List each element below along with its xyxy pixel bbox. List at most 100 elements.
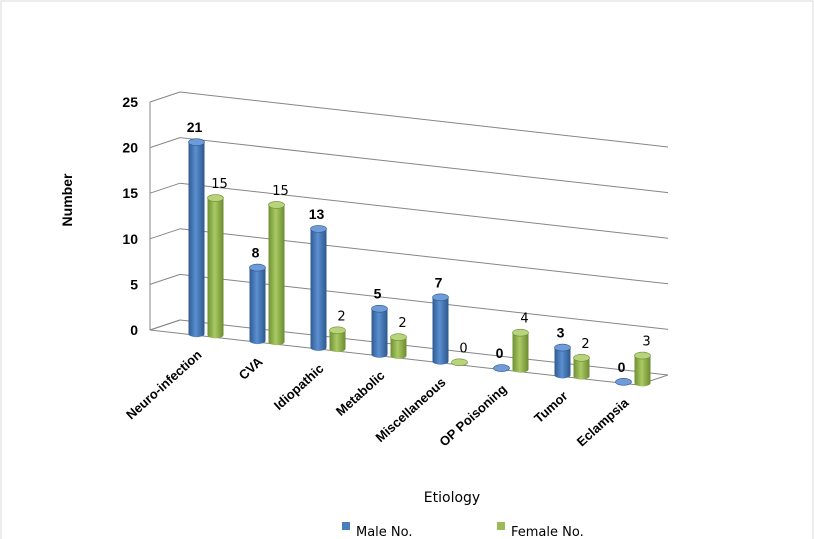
gridline-15 (179, 182, 669, 239)
bar-male-1-body (249, 267, 266, 345)
data-label-female-3: 2 (398, 316, 406, 331)
data-label-female-7: 3 (642, 335, 650, 350)
bar-male-4-body (432, 297, 449, 365)
bar-male-4-cap (432, 293, 449, 302)
bar-male-5-cap (493, 364, 510, 372)
bar-male-0 (188, 138, 205, 338)
bar-male-1-cap (249, 263, 266, 272)
bar-female-7-body (634, 355, 651, 387)
bar-female-1-body (268, 204, 285, 346)
data-labels: 21 15 8 15 13 2 5 2 7 0 0 4 3 2 0 3 (187, 119, 651, 375)
gridline-20 (179, 137, 669, 194)
data-label-male-4: 7 (435, 274, 443, 290)
y-tick-label: 20 (122, 140, 138, 156)
legend-label-male: Male No. (356, 525, 413, 539)
y-axis-title: Number (59, 173, 75, 226)
data-label-female-2: 2 (337, 309, 345, 324)
data-label-female-0: 15 (211, 177, 228, 192)
category-label-0: Neuro-infection (123, 347, 204, 422)
bar-male-2 (310, 225, 327, 351)
gridline-side-10 (149, 228, 181, 240)
bar-female-5-cap (512, 328, 529, 337)
data-label-male-3: 5 (374, 286, 382, 302)
y-tick-label: 0 (130, 322, 138, 338)
y-tick-label: 5 (130, 276, 138, 292)
legend: Male No. Female No. (342, 522, 584, 539)
data-label-female-1: 15 (272, 184, 289, 199)
bar-female-5 (512, 328, 529, 373)
category-label-6: Tumor (531, 388, 570, 426)
y-tick-label: 25 (122, 94, 138, 110)
bar-male-1 (249, 263, 266, 345)
bar-female-4-cap (451, 358, 468, 367)
data-label-male-5: 0 (496, 345, 504, 361)
bar-female-2-body (329, 330, 346, 353)
data-label-female-5: 4 (520, 312, 528, 327)
data-label-male-0: 21 (187, 119, 203, 135)
bar-female-6-body (573, 357, 590, 380)
gridline-side-25 (149, 91, 181, 103)
floor-left-edge (149, 319, 181, 331)
bar-male-3-cap (371, 304, 388, 313)
bar-male-5 (493, 364, 510, 372)
bar-male-6-cap (554, 343, 571, 352)
y-tick-label: 10 (122, 231, 138, 247)
category-label-7: Eclampsia (574, 395, 632, 450)
data-label-male-2: 13 (309, 206, 325, 222)
category-label-5: OP Poisoning (436, 381, 509, 449)
bar-female-6 (573, 354, 590, 380)
bar-male-4 (432, 293, 449, 365)
gridline-10 (179, 228, 669, 285)
gridline-side-20 (149, 137, 181, 149)
bar-female-3 (390, 333, 407, 359)
bar-female-1-cap (268, 201, 285, 209)
bar-female-1 (268, 201, 285, 346)
bar-male-3 (371, 304, 388, 358)
legend-swatch-male (342, 522, 350, 530)
bar-female-2-cap (329, 326, 346, 335)
bar-female-3-cap (390, 333, 407, 342)
legend-label-female: Female No. (511, 525, 584, 539)
x-axis-title: Etiology (424, 490, 480, 506)
data-label-female-4: 0 (459, 341, 467, 356)
axes (149, 102, 669, 386)
bar-female-3-body (390, 337, 407, 359)
data-label-male-1: 8 (252, 245, 260, 261)
bar-female-0-body (207, 198, 224, 339)
bar-male-6-body (554, 347, 571, 379)
bar-male-0-cap (188, 138, 205, 146)
bar-male-0-body (188, 142, 205, 338)
bar-male-2-cap (310, 225, 327, 233)
gridline-25 (179, 91, 669, 148)
bar-male-3-body (371, 308, 388, 358)
gridline-side-15 (149, 182, 181, 194)
category-label-3: Metabolic (333, 368, 388, 419)
bar-male-6 (554, 343, 571, 379)
bar-female-5-body (512, 332, 529, 373)
bar-female-2 (329, 326, 346, 353)
data-label-male-6: 3 (557, 325, 565, 341)
category-label-4: Miscellaneous (372, 374, 448, 445)
bar-female-6-cap (573, 354, 590, 362)
bars (188, 138, 651, 387)
bar-female-0-cap (207, 194, 224, 202)
y-tick-labels: 0 5 10 15 20 25 (122, 94, 138, 338)
y-tick-label: 15 (122, 185, 138, 201)
legend-swatch-female (497, 522, 505, 530)
bar-female-4 (451, 358, 468, 367)
data-label-female-6: 2 (581, 337, 589, 352)
category-label-2: Idiopathic (271, 361, 327, 413)
bar-female-7 (634, 351, 651, 387)
bar-female-7-cap (634, 351, 651, 360)
bar-male-7 (615, 378, 632, 386)
bar-male-2-body (310, 228, 327, 351)
bar-male-7-cap (615, 378, 632, 386)
bar-female-0 (207, 194, 224, 339)
data-label-male-7: 0 (618, 359, 626, 375)
gridline-side-5 (149, 273, 181, 285)
category-label-1: CVA (236, 353, 266, 382)
gridlines (149, 91, 669, 376)
